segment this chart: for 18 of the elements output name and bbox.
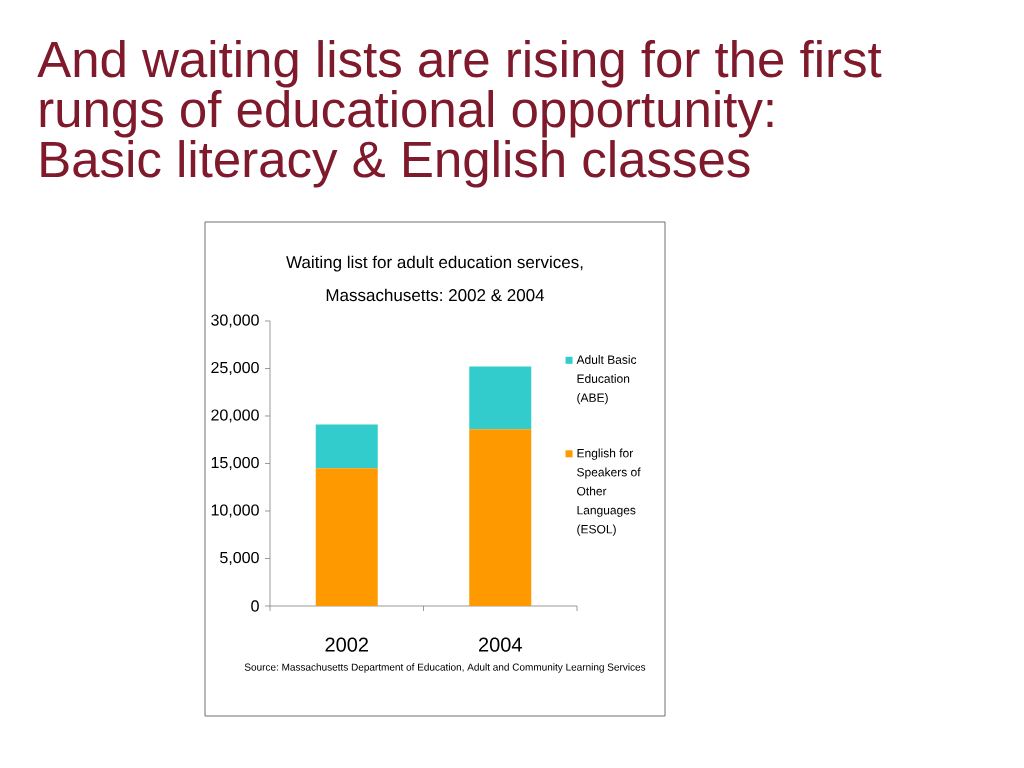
source-note: Source: Massachusetts Department of Education, Adult and Community Learning Services — [244, 663, 646, 673]
y-tick-label: 20,000 — [211, 409, 259, 423]
bar — [469, 366, 532, 430]
x-tick-label: 2004 — [479, 637, 522, 652]
y-tick-label: 15,000 — [211, 456, 259, 471]
y-tick-label: 0 — [251, 600, 259, 612]
bar — [315, 468, 378, 606]
chart-title: And waiting lists are rising for the first rungs of educational opportunity: Basic literacy & English classes — [37, 40, 882, 188]
bar — [315, 424, 378, 469]
y-tick-label: 5,000 — [220, 551, 259, 566]
x-tick-label: 2002 — [325, 637, 368, 652]
bar — [469, 429, 532, 606]
legend-label: Adult Basic Education (ABE) — [576, 355, 637, 405]
y-tick-label: 25,000 — [211, 361, 259, 376]
legend-label: English for Speakers of Other Languages (ESOL) — [577, 448, 641, 536]
y-tick-label: 10,000 — [211, 504, 259, 518]
y-tick-label: 30,000 — [211, 314, 259, 328]
chart-subtitle: Waiting list for adult education services, Massachusetts: 2002 & 2004 — [286, 255, 583, 302]
